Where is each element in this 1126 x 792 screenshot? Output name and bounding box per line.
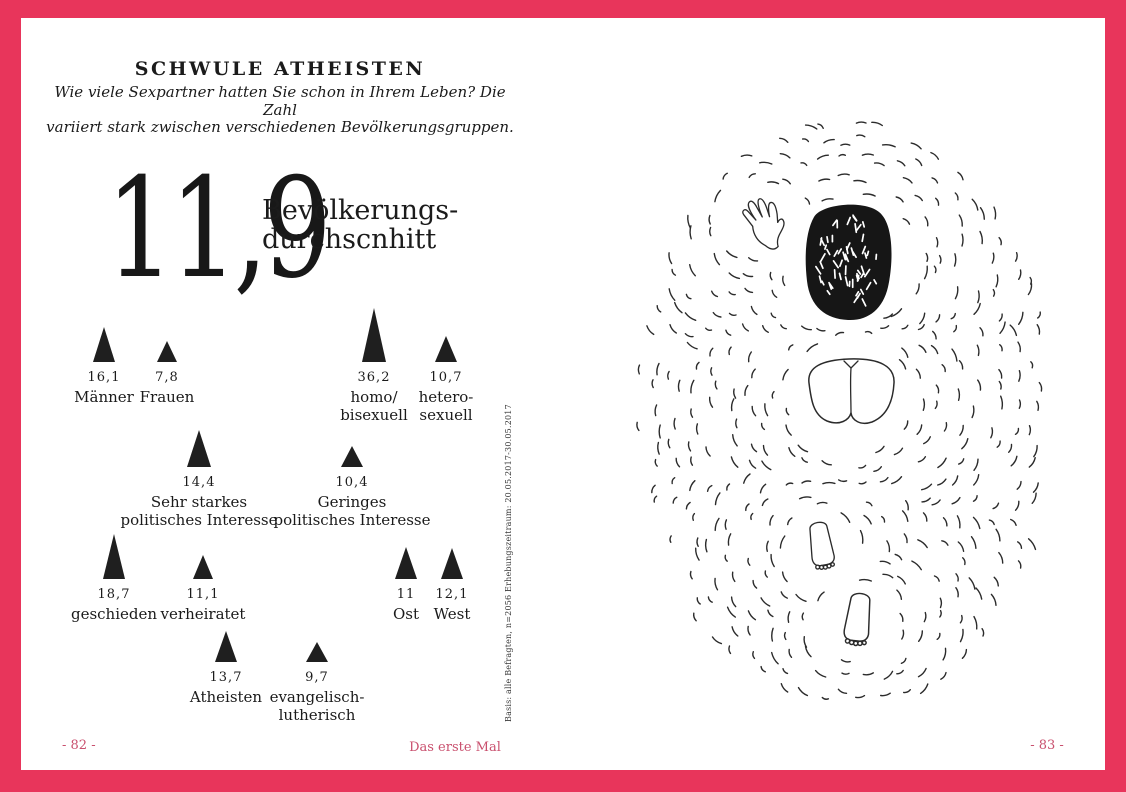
category-label: hetero- (418, 388, 474, 406)
triangle-marker (361, 308, 386, 362)
header: SCHWULE ATHEISTEN Wie viele Sexpartner h… (40, 58, 520, 137)
triangle-marker (214, 631, 237, 662)
average-label-line2: durchscnhitt (262, 223, 437, 255)
value-label: 9,7 (305, 670, 329, 685)
page-title: SCHWULE ATHEISTEN (134, 58, 426, 80)
category-label: politisches Interesse (273, 511, 431, 529)
value-label: 10,4 (335, 475, 369, 490)
triangle-chart: 16,1 Männer 7,8 Frauen 36,2 homo/bisexuell 10,… (0, 0, 560, 792)
triangle-marker (156, 341, 177, 362)
category-label: homo/ (350, 388, 398, 406)
triangle-marker (306, 642, 328, 662)
book-title: Das erste Mal (409, 740, 501, 755)
category-label: Frauen (139, 388, 195, 406)
category-label: geschieden (70, 605, 158, 623)
category-label: bisexuell (340, 406, 408, 424)
buttocks (808, 358, 895, 425)
category-label: West (433, 605, 471, 623)
subtitle-line2: variiert stark zwischen verschiedenen Be… (46, 118, 514, 136)
foot-right (843, 592, 871, 647)
category-label: Atheisten (189, 688, 263, 706)
value-label: 36,2 (357, 370, 391, 385)
value-label: 7,8 (155, 370, 179, 385)
value-label: 10,7 (429, 370, 463, 385)
ripple-dashes (636, 121, 1043, 700)
triangle-marker (440, 548, 463, 579)
hair-texture (815, 214, 878, 307)
category-label: lutherisch (278, 706, 356, 724)
waving-hand-icon (742, 198, 785, 250)
triangle-marker (187, 430, 211, 467)
triangle-marker (103, 534, 125, 579)
subtitle: Wie viele Sexpartner hatten Sie schon in… (40, 83, 520, 137)
category-label: verheiratet (160, 605, 246, 623)
value-label: 18,7 (97, 587, 131, 602)
value-label: 12,1 (435, 587, 469, 602)
triangle-marker (340, 446, 363, 467)
category-label: Geringes (317, 493, 387, 511)
category-label: Sehr starkes (150, 493, 248, 511)
page-number-left: - 82 - (62, 738, 96, 753)
value-label: 16,1 (87, 370, 121, 385)
category-label: evangelisch- (269, 688, 365, 706)
category-label: sexuell (419, 406, 473, 424)
page-number-right: - 83 - (1030, 738, 1064, 753)
source-note: Basis: alle Befragten, n=2056 Erhebungsz… (504, 404, 513, 722)
category-label: politisches Interesse (120, 511, 278, 529)
average-label-line1: Bevölkerungs- (262, 195, 459, 226)
value-label: 11,1 (186, 587, 220, 602)
average-value: 11,9 (106, 148, 332, 309)
triangle-marker (192, 555, 213, 579)
category-label: Ost (392, 605, 420, 623)
lying-person-illustration (636, 121, 1043, 700)
value-label: 13,7 (209, 670, 243, 685)
value-label: 14,4 (182, 475, 216, 490)
foot-left (809, 521, 835, 570)
value-label: 11 (396, 587, 416, 602)
category-label: Männer (74, 388, 134, 406)
triangle-marker (93, 327, 115, 362)
paper (21, 18, 1105, 770)
average-label: Bevölkerungs- durchscnhitt (262, 195, 459, 255)
triangle-marker (434, 336, 457, 362)
subtitle-line1: Wie viele Sexpartner hatten Sie schon in… (54, 83, 506, 119)
triangle-marker (394, 547, 417, 579)
